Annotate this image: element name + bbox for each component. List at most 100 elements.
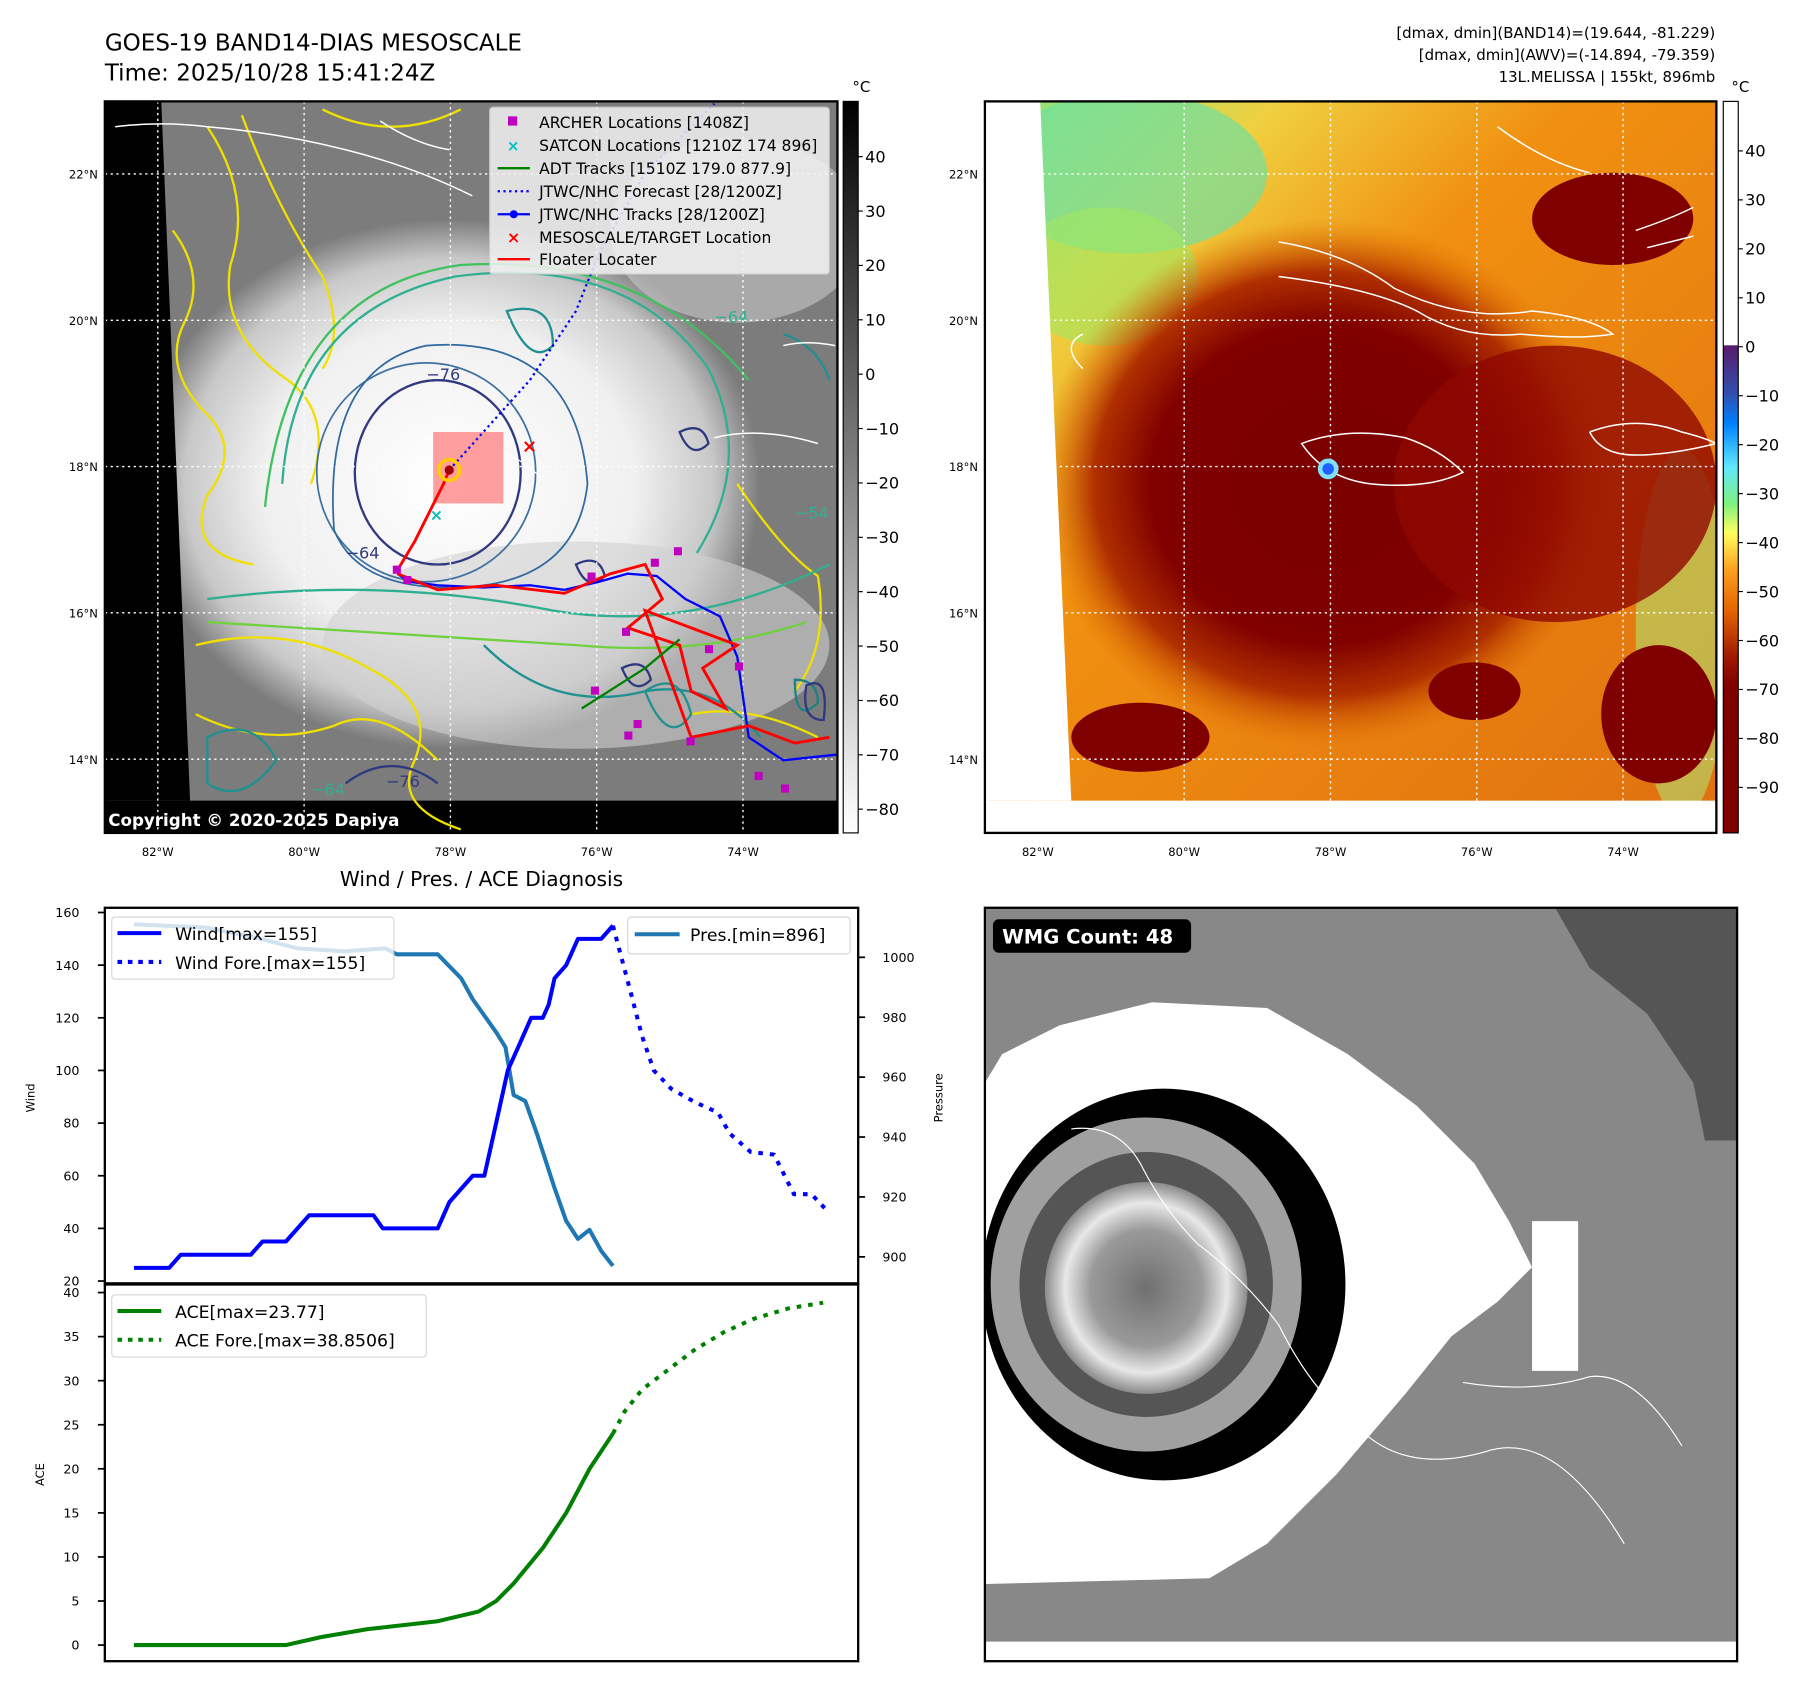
- legend-pressure: Pres.[min=896]: [690, 926, 825, 946]
- lon-label: 74°W: [727, 845, 759, 859]
- wind-tick-label: 140: [55, 958, 79, 973]
- ace-tick-label: 25: [63, 1417, 79, 1432]
- lon-label: 78°W: [1315, 845, 1347, 859]
- no-data-region: [984, 101, 1072, 801]
- wind-line: [133, 924, 615, 1270]
- ace-tick-label: 30: [63, 1373, 79, 1388]
- colorbar-tick-label: −10: [1745, 386, 1779, 405]
- coastline: [1071, 1127, 1625, 1544]
- wmg-count: WMG Count: 48: [1002, 925, 1173, 948]
- legend-forecast: JTWC/NHC Forecast [28/1200Z]: [538, 183, 782, 201]
- ace-tick-label: 5: [71, 1594, 79, 1609]
- lat-label: 16°N: [69, 606, 98, 620]
- adt-track: [581, 638, 681, 710]
- lon-label: 74°W: [1607, 845, 1639, 859]
- colorbar-tick-label: −30: [1745, 484, 1779, 503]
- colorbar-tick-label: 40: [865, 147, 885, 166]
- pressure-tick-label: 980: [882, 1010, 906, 1025]
- wind-tick-label: 60: [63, 1168, 79, 1183]
- contour-label: −64: [346, 544, 380, 563]
- colorbar-tick-label: 40: [1745, 142, 1765, 161]
- satcon-marker: ×: [430, 506, 443, 525]
- colorbar-tick-label: −30: [865, 528, 899, 547]
- awv-stats: [dmax, dmin](AWV)=(-14.894, -79.359): [1419, 46, 1715, 64]
- coastlines: [1070, 126, 1717, 486]
- legend-adt: ADT Tracks [1510Z 179.0 877.9]: [539, 160, 791, 178]
- colorbar-tick-label: −60: [1745, 631, 1779, 650]
- wind-tick-label: 80: [63, 1116, 79, 1131]
- floater-locater-box: [433, 432, 504, 504]
- lat-label: 14°N: [69, 753, 98, 767]
- legend-ace: ACE[max=23.77]: [175, 1303, 324, 1323]
- pressure-tick-label: 960: [882, 1070, 906, 1085]
- colorbar-tick-label: −80: [1745, 729, 1779, 748]
- legend-ace-forecast: ACE Fore.[max=38.8506]: [175, 1332, 395, 1352]
- legend-wind-forecast: Wind Fore.[max=155]: [175, 954, 365, 974]
- target-legend-icon: ×: [507, 228, 520, 247]
- ace-line: [133, 1432, 615, 1648]
- colorbar-tick-label: −50: [1745, 582, 1779, 601]
- colorbar-tick-label: −70: [865, 746, 899, 765]
- lat-label: 18°N: [949, 460, 978, 474]
- wind-tick-label: 160: [55, 905, 79, 920]
- diagnosis-title: Wind / Pres. / ACE Diagnosis: [340, 867, 623, 891]
- lon-label: 82°W: [1022, 845, 1054, 859]
- lat-label: 18°N: [69, 460, 98, 474]
- pressure-tick-label: 900: [882, 1249, 906, 1264]
- pressure-tick-label: 1000: [882, 950, 914, 965]
- ace-forecast-line: [611, 1300, 824, 1435]
- ace-tick-label: 15: [63, 1505, 79, 1520]
- lon-label: 80°W: [1168, 845, 1200, 859]
- lat-label: 16°N: [949, 606, 978, 620]
- lon-label: 80°W: [288, 845, 320, 859]
- ace-tick-label: 0: [71, 1638, 79, 1653]
- contour-label: −54: [795, 503, 829, 522]
- colorbar-tick-label: −20: [1745, 435, 1779, 454]
- ace-legend: ACE[max=23.77] ACE Fore.[max=38.8506]: [111, 1294, 427, 1358]
- colorbar-tick-label: 0: [865, 365, 875, 384]
- wind-tick-label: 100: [55, 1063, 79, 1078]
- left-colorbar: [842, 100, 859, 834]
- lon-label: 76°W: [1461, 845, 1493, 859]
- lat-label: 14°N: [949, 753, 978, 767]
- legend-satcon: SATCON Locations [1210Z 174 896]: [539, 137, 817, 155]
- wmg-panel: WMG Count: 48: [984, 907, 1738, 1662]
- storm-center: [437, 457, 462, 483]
- wmg-cold-band: [1555, 907, 1738, 1141]
- lat-label: 20°N: [69, 314, 98, 328]
- colorbar-tick-label: −50: [865, 637, 899, 656]
- wind-axis-label: Wind: [24, 1083, 38, 1112]
- left-colorbar-unit: °C: [852, 78, 870, 96]
- jamaica-coast: [1300, 432, 1465, 486]
- colorbar-tick-label: 30: [865, 202, 885, 221]
- satcon-legend-icon: ×: [507, 137, 520, 155]
- pressure-tick-label: 940: [882, 1130, 906, 1145]
- colorbar-tick-label: 30: [1745, 191, 1765, 210]
- lon-label: 76°W: [581, 845, 613, 859]
- storm-info: 13L.MELISSA | 155kt, 896mb: [1499, 68, 1716, 86]
- legend-archer: ARCHER Locations [1408Z]: [539, 114, 749, 132]
- contour-label: −64: [311, 780, 345, 799]
- legend-target: MESOSCALE/TARGET Location: [539, 229, 771, 247]
- jtwc-track: [396, 572, 838, 762]
- pressure-legend: Pres.[min=896]: [627, 916, 851, 955]
- band14-map: −76 −64 −54 −64 −76 −64: [104, 101, 838, 833]
- wind-tick-label: 40: [63, 1221, 79, 1236]
- ace-tick-label: 10: [63, 1550, 79, 1565]
- contour-yellow: [171, 108, 822, 831]
- map-grid: [984, 101, 1717, 833]
- contour-minus76: [353, 379, 522, 566]
- colorbar-tick-label: −10: [865, 419, 899, 438]
- awv-map: [984, 101, 1717, 833]
- lat-label: 20°N: [949, 314, 978, 328]
- lat-label: 22°N: [949, 168, 978, 182]
- ace-tick-label: 35: [63, 1329, 79, 1344]
- lon-label: 78°W: [435, 845, 467, 859]
- colorbar-tick-label: −80: [865, 800, 899, 819]
- lon-label: 82°W: [142, 845, 174, 859]
- colorbar-tick-label: 20: [865, 256, 885, 275]
- wind-tick-label: 20: [63, 1274, 79, 1289]
- ace-tick-label: 40: [63, 1285, 79, 1300]
- right-colorbar: [1722, 100, 1739, 834]
